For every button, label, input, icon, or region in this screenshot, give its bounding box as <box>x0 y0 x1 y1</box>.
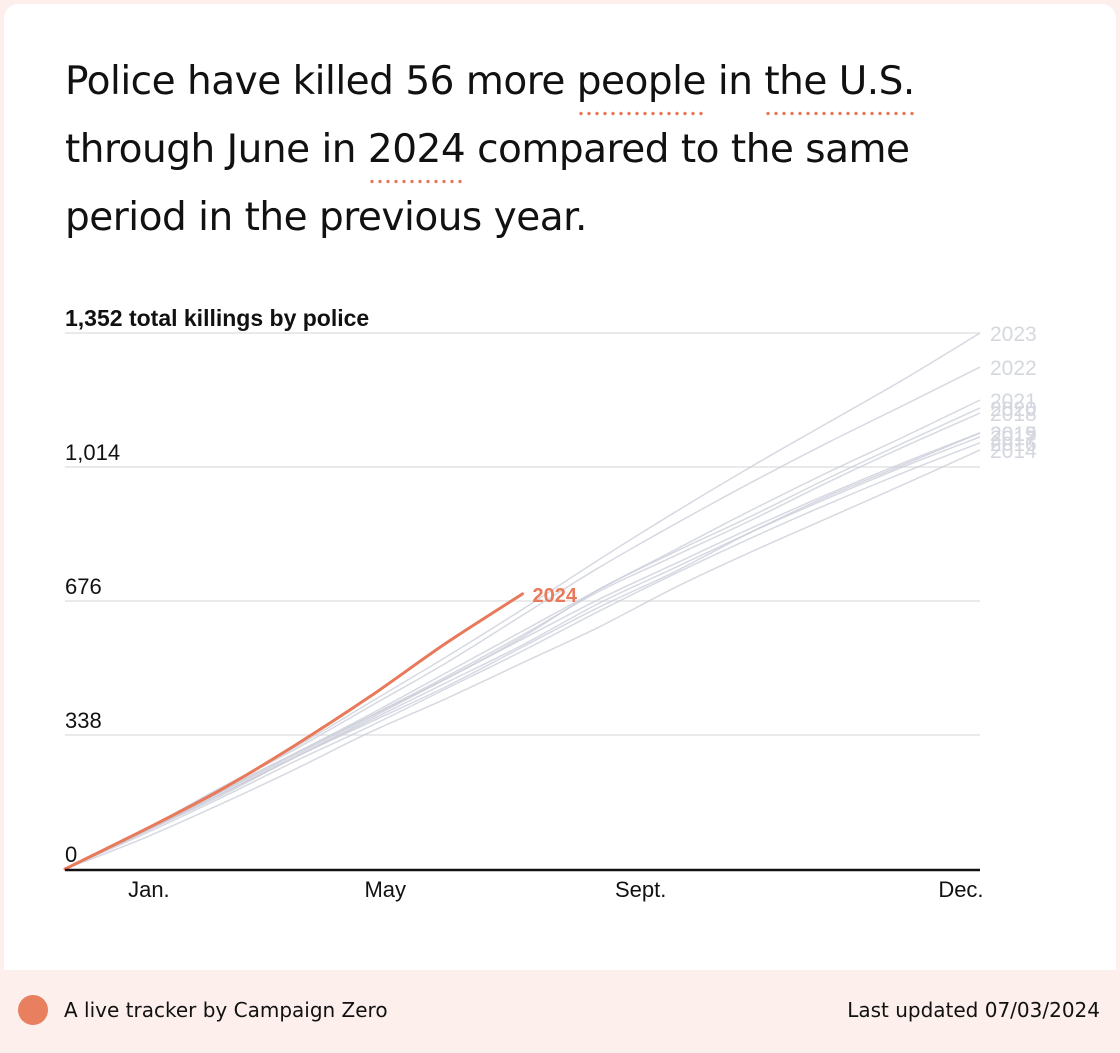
series-line-2015[interactable] <box>64 432 981 870</box>
series-label-2014: 2014 <box>990 440 1037 463</box>
y-tick-label: 1,014 <box>65 440 120 465</box>
chart-container: 0 338 676 1,014 1,352 total killings by poli… <box>0 290 1120 910</box>
x-tick-label: Jan. <box>128 877 170 902</box>
cumulative-killings-chart: 0 338 676 1,014 1,352 total killings by poli… <box>63 305 1038 902</box>
year-dropdown[interactable]: 2024 <box>367 127 466 184</box>
series-line-2023[interactable] <box>64 332 981 870</box>
series-line-2021[interactable] <box>64 399 981 870</box>
series-label-2021: 2021 <box>990 390 1037 413</box>
headline-text: through June in <box>65 127 368 172</box>
x-tick-label: Sept. <box>615 877 666 902</box>
series-line-2014[interactable] <box>64 449 981 870</box>
y-tick-label: 0 <box>65 842 77 867</box>
series-label-2023: 2023 <box>990 323 1037 346</box>
headline-text: in <box>705 59 765 104</box>
last-updated: Last updated 07/03/2024 <box>847 998 1100 1022</box>
location-dropdown[interactable]: the U.S. <box>764 59 915 116</box>
series-label-2020: 2020 <box>990 398 1037 421</box>
series-label-2017: 2017 <box>990 427 1037 450</box>
series-line-2019[interactable] <box>64 432 981 870</box>
tracker-credit-link[interactable]: A live tracker by Campaign Zero <box>64 998 388 1022</box>
series-label-2022: 2022 <box>990 357 1037 380</box>
headline-text: compared to the same period in the previ… <box>65 127 910 240</box>
chart-title: 1,352 total killings by police <box>65 305 369 331</box>
y-tick-label: 676 <box>65 574 102 599</box>
headline: Police have killed 56 more people in the… <box>65 48 1025 252</box>
campaign-zero-logo-icon <box>18 995 48 1025</box>
series-lines <box>63 332 981 871</box>
footer: A live tracker by Campaign Zero Last upd… <box>0 970 1120 1053</box>
x-tick-label: Dec. <box>938 877 983 902</box>
series-label-2019: 2019 <box>990 423 1037 446</box>
series-label-2018: 2018 <box>990 403 1037 426</box>
x-tick-label: May <box>364 877 406 902</box>
y-axis-labels: 0 338 676 1,014 1,352 total killings by poli… <box>65 305 369 867</box>
series-line-2024[interactable] <box>63 592 524 871</box>
gridlines <box>65 332 980 736</box>
series-line-2016[interactable] <box>64 442 981 870</box>
headline-text: Police have killed 56 more <box>65 59 577 104</box>
series-line-2022[interactable] <box>64 366 981 870</box>
x-axis-labels: Jan. May Sept. Dec. <box>128 877 983 902</box>
people-dropdown[interactable]: people <box>576 59 706 116</box>
series-label-2024: 2024 <box>533 585 578 607</box>
y-tick-label: 338 <box>65 708 102 733</box>
series-label-2015: 2015 <box>990 423 1037 446</box>
series-label-2016: 2016 <box>990 433 1037 456</box>
